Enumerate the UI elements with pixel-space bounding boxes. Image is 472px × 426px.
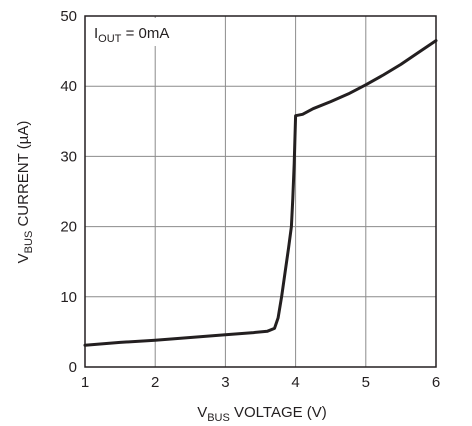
x-axis-label-prefix: V	[197, 404, 207, 421]
x-tick-label: 3	[221, 374, 229, 391]
annotation: IOUT = 0mA	[94, 25, 169, 45]
x-axis-label-subscript: BUS	[207, 412, 230, 421]
grid	[85, 16, 436, 367]
y-tick-label: 0	[69, 359, 77, 376]
annotation-suffix: = 0mA	[121, 25, 169, 42]
tick-labels: 1 2 3 4 5 6 0 10 20 30 40 50	[60, 8, 440, 391]
annotation-box: IOUT = 0mA	[90, 18, 198, 46]
x-tick-label: 2	[151, 374, 159, 391]
y-tick-label: 20	[60, 219, 77, 236]
annotation-subscript: OUT	[98, 33, 122, 45]
y-axis-label-suffix: CURRENT (µA)	[15, 121, 32, 231]
series-line	[83, 39, 438, 347]
y-tick-label: 30	[60, 148, 77, 165]
annotation-prefix: I	[94, 25, 98, 42]
y-tick-label: 40	[60, 78, 77, 95]
x-tick-label: 1	[81, 374, 89, 391]
x-tick-label: 5	[362, 374, 370, 391]
series-layer	[83, 39, 438, 347]
y-axis-label-prefix: V	[15, 253, 32, 263]
y-tick-label: 50	[60, 8, 77, 25]
x-axis-label: VBUS VOLTAGE (V)	[197, 404, 327, 421]
plot-frame	[84, 15, 437, 368]
y-axis-label: VBUS CURRENT (µA)	[15, 121, 35, 264]
y-tick-label: 10	[60, 289, 77, 306]
annotation-background	[90, 18, 198, 46]
y-axis-label-subscript: BUS	[23, 231, 35, 254]
x-tick-label: 4	[291, 374, 299, 391]
x-axis-label-suffix: VOLTAGE (V)	[230, 404, 327, 421]
x-tick-label: 6	[432, 374, 440, 391]
